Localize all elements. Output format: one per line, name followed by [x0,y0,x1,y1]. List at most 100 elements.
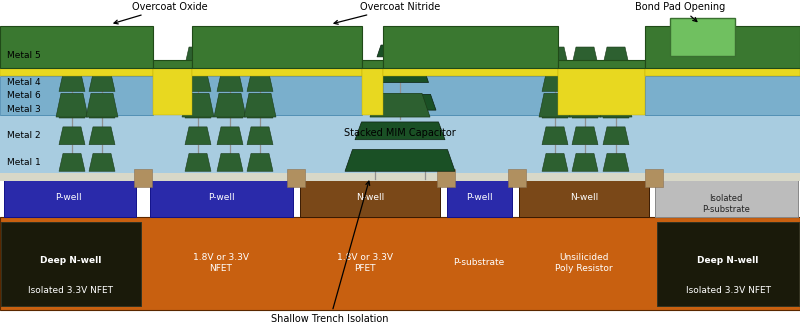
Polygon shape [603,74,629,91]
Text: Metal 3: Metal 3 [7,105,41,114]
Bar [362,60,383,68]
Text: Isolated 3.3V NFET: Isolated 3.3V NFET [29,286,114,295]
Polygon shape [370,93,430,117]
Bar [655,179,798,216]
Polygon shape [89,100,115,118]
Bar [437,169,455,187]
Bar [558,68,645,115]
Polygon shape [355,122,445,140]
Polygon shape [377,45,423,57]
Bar [153,68,192,115]
Bar [0,68,153,76]
Text: Overcoat Nitride: Overcoat Nitride [334,2,440,24]
Text: Stacked MIM Capacitor: Stacked MIM Capacitor [344,128,456,138]
Polygon shape [603,127,629,145]
Polygon shape [539,93,571,117]
Polygon shape [217,153,243,171]
Polygon shape [247,47,273,65]
Polygon shape [89,74,115,91]
Bar [645,26,800,68]
Polygon shape [185,47,211,65]
Bar [192,76,362,115]
Polygon shape [542,74,568,91]
Bar [645,76,800,115]
Polygon shape [217,100,243,118]
Bar [383,26,558,68]
Polygon shape [182,93,214,117]
Polygon shape [185,100,211,118]
Text: Bond Pad Opening: Bond Pad Opening [635,2,725,22]
Bar [4,179,136,216]
Polygon shape [217,74,243,91]
Polygon shape [542,47,568,65]
Bar [153,60,192,68]
Polygon shape [244,93,276,117]
Polygon shape [371,69,429,83]
Polygon shape [89,47,115,65]
Polygon shape [603,100,629,118]
Bar [134,169,152,187]
Polygon shape [86,93,118,117]
Polygon shape [542,153,568,171]
Bar [0,26,153,68]
Text: Metal 6: Metal 6 [7,91,41,100]
Text: P-well: P-well [208,193,234,203]
Polygon shape [247,74,273,91]
Bar [645,68,800,76]
Polygon shape [214,93,246,117]
Bar [447,179,512,216]
Text: P-substrate: P-substrate [454,259,505,268]
Polygon shape [364,94,436,110]
Polygon shape [89,153,115,171]
Bar [558,60,645,68]
Bar [508,169,526,187]
Bar [519,179,649,216]
Bar [383,76,558,115]
Bar [1,221,141,306]
Bar [192,26,362,68]
Polygon shape [247,153,273,171]
Bar [0,216,800,310]
Polygon shape [59,127,85,145]
Polygon shape [572,153,598,171]
Polygon shape [603,153,629,171]
Polygon shape [569,93,601,117]
Polygon shape [247,100,273,118]
Polygon shape [56,93,88,117]
Polygon shape [572,127,598,145]
Polygon shape [572,100,598,118]
Text: Isolated
P-substrate: Isolated P-substrate [702,194,750,213]
Polygon shape [572,47,598,65]
Text: 1.8V or 3.3V
PFET: 1.8V or 3.3V PFET [337,253,393,273]
Text: Overcoat Oxide: Overcoat Oxide [114,2,208,24]
Polygon shape [185,153,211,171]
Bar [645,169,663,187]
Polygon shape [572,74,598,91]
Text: N-well: N-well [570,193,598,203]
Bar [0,173,800,181]
Polygon shape [217,47,243,65]
Polygon shape [603,47,629,65]
Bar [150,179,293,216]
Text: Metal 2: Metal 2 [7,131,41,140]
Bar [383,68,558,76]
Polygon shape [542,100,568,118]
Polygon shape [59,153,85,171]
Polygon shape [89,127,115,145]
Text: Shallow Trench Isolation: Shallow Trench Isolation [271,181,389,324]
Bar [0,76,153,115]
Text: Metal 1: Metal 1 [7,158,41,167]
Polygon shape [185,127,211,145]
Text: Metal 5: Metal 5 [7,51,41,60]
Bar [657,221,799,306]
Polygon shape [600,93,632,117]
Text: P-well: P-well [54,193,82,203]
Polygon shape [542,127,568,145]
Polygon shape [59,74,85,91]
Polygon shape [217,127,243,145]
Text: Deep N-well: Deep N-well [698,257,758,266]
Bar [362,68,383,115]
Text: Isolated 3.3V NFET: Isolated 3.3V NFET [686,286,770,295]
Text: P-well: P-well [466,193,492,203]
Polygon shape [59,47,85,65]
